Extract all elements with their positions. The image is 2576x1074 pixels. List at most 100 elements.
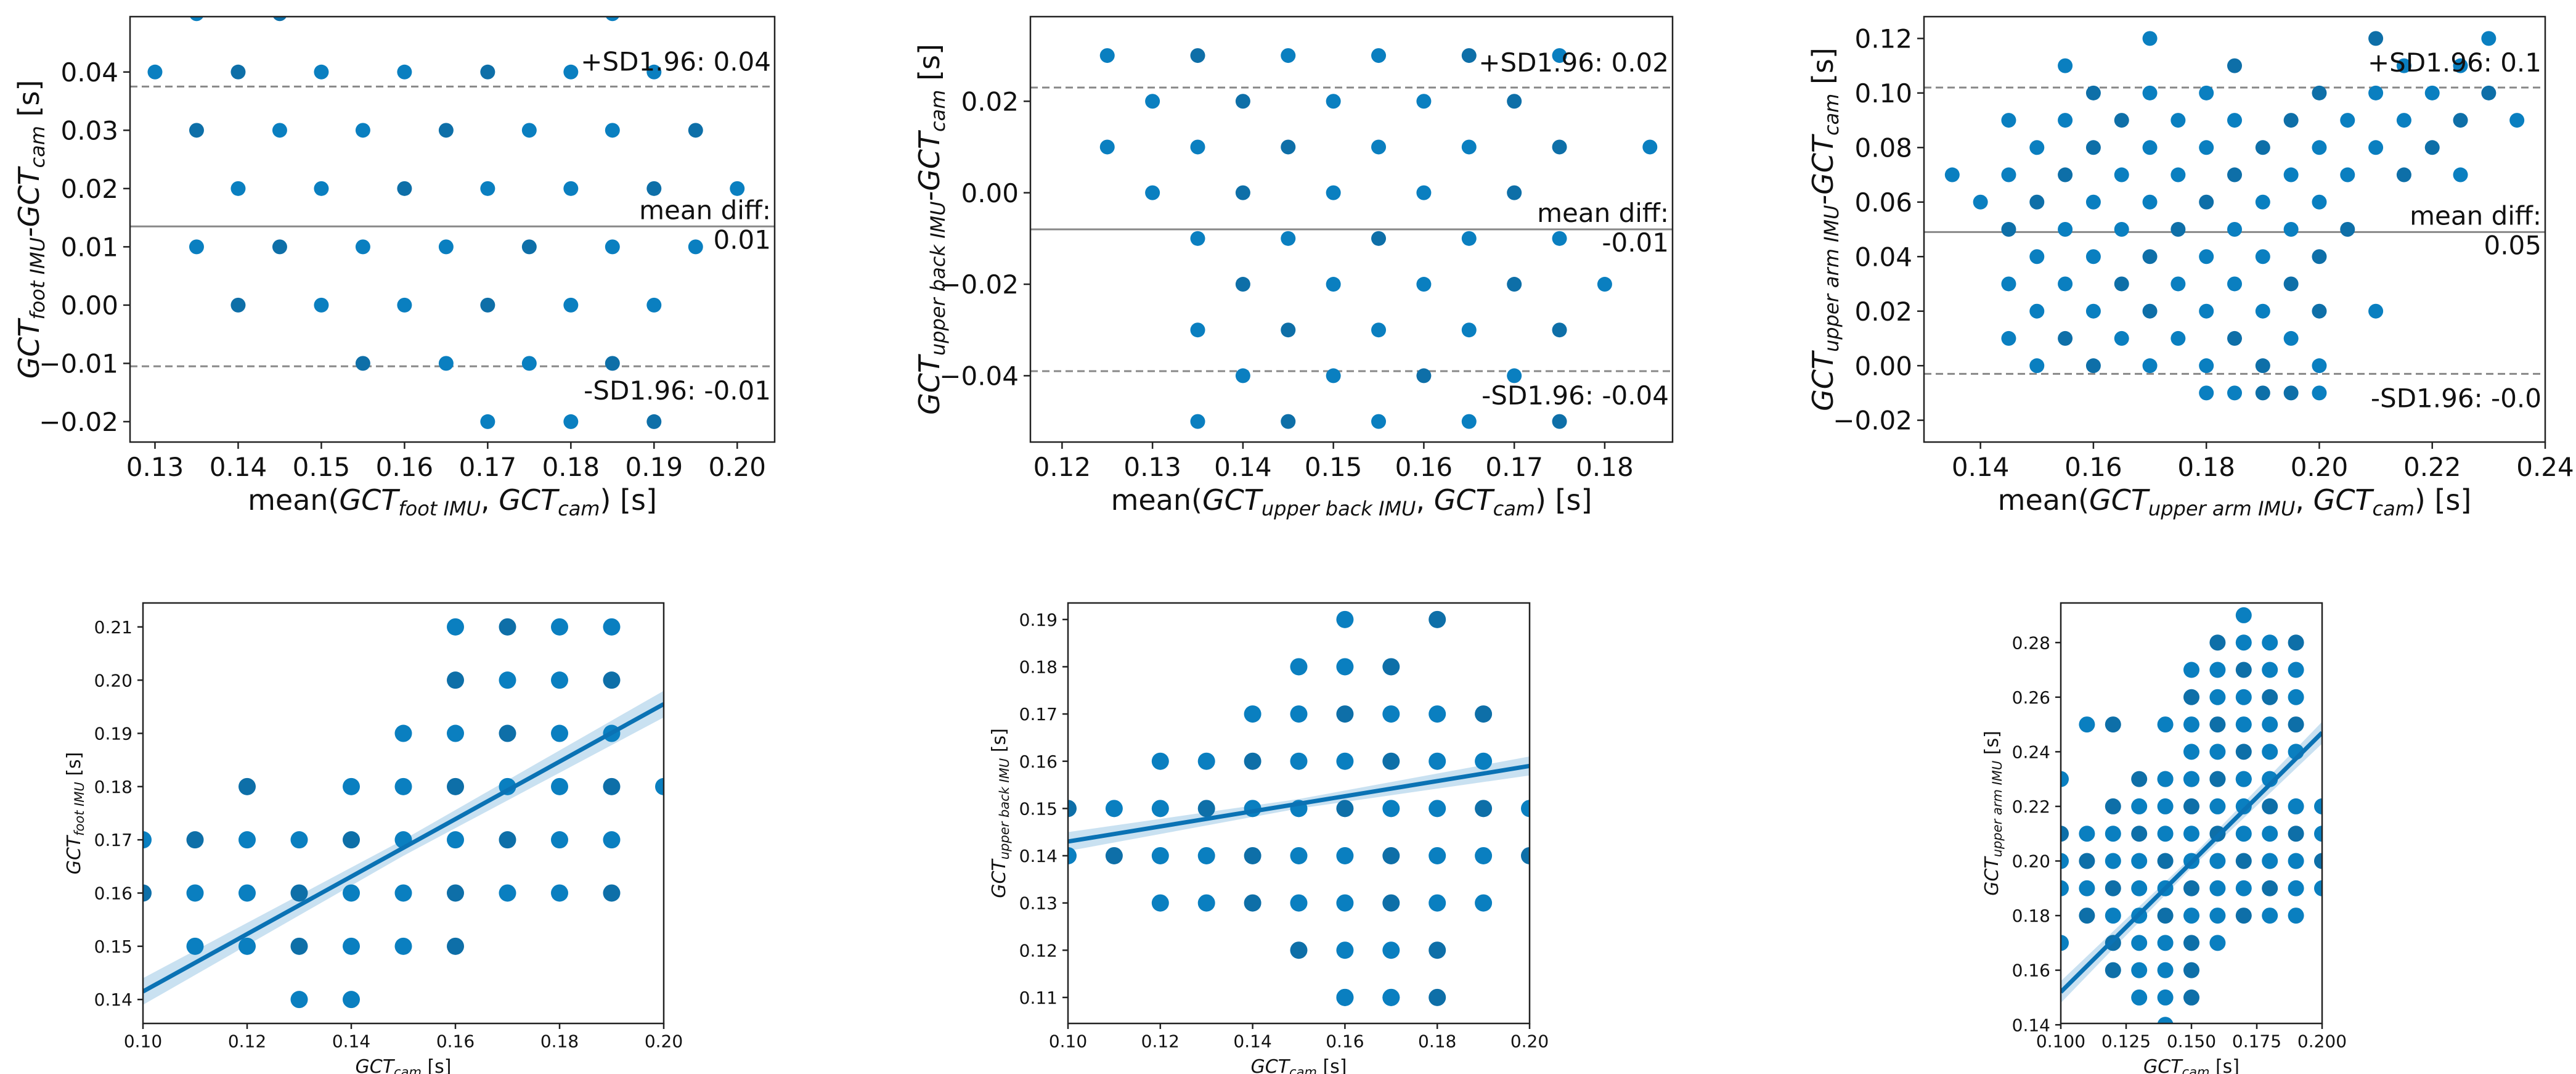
label-part: GCT: [356, 1056, 396, 1074]
data-point: [2183, 935, 2199, 951]
y-tick-label: 0.19: [1019, 610, 1058, 630]
x-tick-label: 0.16: [376, 452, 434, 482]
y-axis-label: GCTupper back IMU [s]: [988, 728, 1012, 898]
data-point: [189, 17, 204, 22]
label-part: [s]: [913, 44, 946, 89]
data-point: [2235, 771, 2252, 787]
label-part: cam: [558, 497, 600, 520]
data-point: [314, 181, 329, 196]
data-point: [1382, 658, 1400, 676]
data-point: [499, 724, 516, 742]
data-point: [355, 356, 370, 371]
chart-panel-4: 0.10 0.12 0.14 0.16 0.18 0.20 0.14 0.15 0.16 0.17…: [63, 602, 683, 1074]
data-point: [2312, 358, 2327, 374]
y-tick-label: 0.16: [1019, 752, 1058, 772]
data-point: [2235, 744, 2252, 760]
data-point: [186, 884, 204, 902]
data-point: [2227, 222, 2242, 237]
data-point: [2262, 634, 2278, 651]
y-tick-label: 0.18: [94, 777, 132, 797]
y-tick-label: 0.03: [60, 115, 118, 146]
data-point: [230, 64, 246, 80]
data-point: [2061, 771, 2069, 787]
data-point: [143, 831, 152, 849]
data-point: [238, 884, 256, 902]
data-point: [1190, 414, 1205, 429]
data-point: [1235, 277, 1250, 292]
x-tick-label: 0.12: [1141, 1031, 1180, 1051]
data-point: [1290, 705, 1308, 723]
data-point: [1290, 846, 1308, 864]
label-part: cam: [2182, 1065, 2210, 1074]
plot-area: [2061, 607, 2322, 1023]
data-point: [2209, 853, 2226, 869]
data-point: [2157, 935, 2174, 951]
chart-panel-5: 0.10 0.12 0.14 0.16 0.18 0.20 0.11 0.12 0.13 0.14…: [988, 602, 1549, 1074]
data-point: [2061, 826, 2069, 842]
x-tick-label: 0.12: [1033, 452, 1091, 482]
data-point: [2368, 31, 2384, 46]
data-point: [2183, 908, 2199, 924]
data-point: [1382, 705, 1400, 723]
y-tick-label: 0.02: [961, 86, 1019, 117]
data-point: [605, 123, 620, 138]
x-tick-label: 0.14: [1233, 1031, 1271, 1051]
y-tick-label: 0.28: [2012, 633, 2050, 653]
x-tick-label: 0.100: [2036, 1031, 2085, 1051]
data-point: [1281, 322, 1296, 338]
x-axis-label: GCTcam [s]: [1251, 1056, 1347, 1074]
data-point: [2283, 222, 2299, 237]
x-tick-label: 0.22: [2403, 452, 2461, 482]
data-point: [343, 937, 360, 955]
lower-loa-label: -SD1.96: -0.04: [1482, 380, 1669, 411]
data-point: [397, 64, 412, 80]
label-part: GCT: [1202, 483, 1264, 517]
data-point: [2079, 716, 2095, 733]
data-point: [605, 356, 620, 371]
data-point: [499, 671, 516, 689]
data-point: [2368, 85, 2384, 100]
data-point: [1973, 194, 1988, 210]
data-point: [2288, 798, 2304, 814]
data-point: [2105, 798, 2121, 814]
data-point: [2058, 113, 2073, 128]
data-point: [2235, 662, 2252, 678]
data-point: [1371, 231, 1387, 246]
x-tick-label: 0.16: [436, 1031, 475, 1051]
data-point: [2227, 58, 2242, 73]
data-point: [2183, 662, 2199, 678]
label-part: foot IMU: [398, 497, 481, 520]
data-point: [2105, 853, 2121, 869]
data-point: [2114, 330, 2129, 346]
data-point: [2255, 140, 2270, 155]
data-point: [1507, 185, 1522, 200]
data-point: [2105, 880, 2121, 896]
data-point: [1382, 894, 1400, 912]
data-point: [1475, 846, 1493, 864]
data-point: [1475, 894, 1493, 912]
data-point: [2079, 826, 2095, 842]
label-part: ,: [2295, 483, 2313, 517]
data-point: [1642, 139, 1658, 155]
data-point: [1552, 139, 1567, 155]
data-point: [438, 239, 454, 255]
label-part: GCT: [2313, 483, 2375, 517]
data-point: [1151, 800, 1169, 818]
data-point: [2209, 908, 2226, 924]
data-point: [186, 937, 204, 955]
plot-area: [130, 17, 775, 429]
data-point: [2340, 222, 2355, 237]
data-point: [2481, 31, 2497, 46]
label-part: [s]: [1806, 47, 1840, 93]
y-tick-label: −0.01: [39, 349, 118, 379]
label-part: upper arm IMU: [1990, 761, 2005, 858]
x-tick-label: 0.18: [1576, 452, 1634, 482]
data-point: [1099, 139, 1115, 155]
data-point: [2157, 771, 2174, 787]
data-point: [2396, 58, 2411, 73]
data-point: [2029, 194, 2045, 210]
data-point: [2235, 908, 2252, 924]
x-tick-label: 0.14: [1952, 452, 2010, 482]
data-point: [2061, 880, 2069, 896]
data-point: [397, 181, 412, 196]
